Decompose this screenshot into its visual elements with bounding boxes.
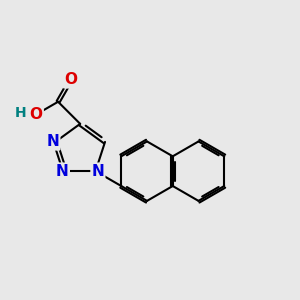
Text: H: H: [15, 106, 27, 120]
Text: O: O: [64, 72, 77, 87]
Text: N: N: [56, 164, 69, 179]
Text: O: O: [30, 107, 43, 122]
Text: N: N: [92, 164, 104, 179]
Text: N: N: [46, 134, 59, 149]
